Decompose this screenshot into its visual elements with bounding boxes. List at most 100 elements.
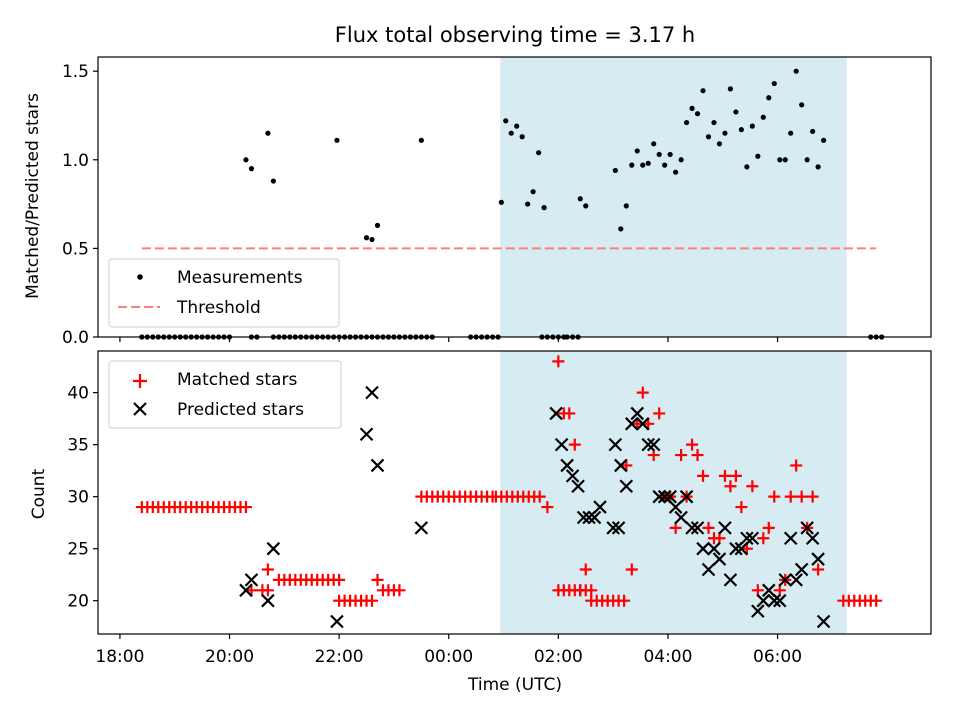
measurement-point-34 — [689, 105, 695, 111]
matched-point-13 — [568, 438, 581, 451]
matched-point-17 — [625, 563, 638, 576]
legend-threshold-label: Threshold — [176, 298, 261, 318]
matched-point-30 — [697, 469, 710, 482]
predicted-point-52 — [783, 531, 798, 546]
matched-point-41 — [757, 532, 770, 545]
measurement-point-7 — [374, 222, 381, 228]
legend-matched-label: Matched stars — [177, 370, 297, 390]
predicted-point-15 — [582, 510, 596, 525]
predicted-point-24 — [630, 406, 645, 421]
measurement-point-33 — [683, 119, 690, 126]
top-frame — [97, 56, 932, 338]
matched-run-point-82 — [870, 594, 883, 607]
matched-run-point-19 — [239, 501, 252, 514]
matched-point-31 — [702, 521, 715, 534]
x-tick-label-4: 02:00 — [534, 647, 583, 667]
matched-point-34 — [718, 469, 731, 482]
x-tick-label-6: 06:00 — [753, 647, 802, 667]
matched-run-point-38 — [366, 594, 379, 607]
bottom-y-tick-label-1: 25 — [67, 540, 89, 560]
top-y-tick-label-2: 1.0 — [62, 151, 89, 171]
bottom-frame — [97, 350, 932, 635]
top-shade — [500, 57, 847, 337]
measurement-point-56 — [810, 128, 816, 135]
measurement-point-25 — [640, 162, 646, 168]
measurement-point-20 — [612, 167, 618, 174]
measurement-point-13 — [519, 134, 525, 140]
measurement-point-22 — [623, 203, 629, 209]
matched-run-point-61 — [533, 490, 546, 503]
matched-point-10 — [552, 355, 565, 368]
predicted-point-8 — [414, 521, 429, 535]
measurement-point-1 — [248, 166, 255, 172]
bottom-legend: Matched stars Predicted stars — [108, 360, 342, 429]
legend-predicted-marker — [133, 402, 147, 416]
measurement-point-32 — [678, 157, 684, 163]
measurement-point-43 — [738, 127, 744, 133]
predicted-point-46 — [751, 604, 765, 618]
matched-point-4 — [371, 573, 384, 586]
measurement-point-24 — [634, 148, 640, 154]
predicted-point-41 — [723, 573, 738, 587]
measurement-point-27 — [651, 141, 657, 147]
predicted-point-6 — [365, 385, 379, 400]
measurement-point-46 — [755, 153, 761, 159]
matched-point-48 — [795, 490, 808, 503]
predicted-point-37 — [701, 562, 716, 577]
predicted-point-53 — [789, 573, 803, 587]
x-tick-label-2: 22:00 — [315, 647, 364, 667]
predicted-point-17 — [593, 500, 607, 514]
bottom-panel: 20 25 30 35 40 18:00 20:00 22:00 00:00 02:00 04:0… — [29, 350, 932, 695]
predicted-point-31 — [668, 500, 683, 514]
top-y-tick-label-1: 0.5 — [62, 239, 89, 259]
measurement-point-51 — [782, 157, 788, 163]
measurement-point-30 — [667, 151, 673, 158]
measurement-point-15 — [530, 189, 536, 195]
x-axis-label: Time (UTC) — [467, 675, 562, 695]
predicted-point-4 — [330, 614, 344, 629]
predicted-point-21 — [614, 458, 628, 473]
measurement-point-52 — [788, 130, 794, 136]
matched-point-22 — [653, 407, 666, 420]
measurement-point-3 — [270, 178, 276, 184]
matched-point-43 — [768, 490, 781, 503]
measurement-point-57 — [815, 164, 821, 170]
matched-point-9 — [541, 501, 554, 514]
predicted-point-40 — [718, 521, 732, 535]
bottom-y-ticks: 20 25 30 35 40 — [67, 384, 98, 612]
measurement-point-19 — [583, 203, 589, 209]
measurement-point-16 — [536, 150, 542, 156]
predicted-point-49 — [767, 593, 782, 608]
legend-matched-marker — [133, 374, 147, 388]
predicted-point-10 — [554, 437, 569, 452]
predicted-point-27 — [646, 437, 661, 452]
bottom-y-tick-label-3: 35 — [67, 436, 89, 456]
measurement-point-2 — [265, 130, 271, 136]
predicted-point-23 — [625, 417, 639, 431]
top-x-ticks — [119, 337, 779, 342]
x-tick-label-1: 20:00 — [205, 647, 254, 667]
matched-point-26 — [675, 449, 688, 462]
matched-point-51 — [812, 563, 825, 576]
measurement-point-18 — [577, 196, 583, 202]
matched-point-47 — [790, 459, 803, 472]
predicted-point-19 — [611, 521, 626, 535]
measurement-point-26 — [645, 160, 651, 166]
measurement-point-36 — [700, 88, 706, 94]
measurement-point-5 — [363, 235, 370, 241]
measurement-point-41 — [727, 86, 734, 92]
predicted-point-7 — [370, 458, 385, 473]
measurement-point-37 — [705, 134, 712, 140]
predicted-point-43 — [734, 541, 749, 556]
matched-points — [135, 355, 883, 607]
measurement-point-48 — [766, 95, 772, 101]
matched-point-28 — [686, 438, 699, 451]
matched-point-37 — [735, 501, 748, 514]
predicted-point-14 — [576, 510, 591, 525]
predicted-point-57 — [811, 552, 825, 566]
matched-point-39 — [746, 480, 759, 493]
measurement-point-58 — [820, 137, 827, 143]
measurement-point-54 — [799, 102, 805, 108]
predicted-point-33 — [679, 489, 694, 504]
